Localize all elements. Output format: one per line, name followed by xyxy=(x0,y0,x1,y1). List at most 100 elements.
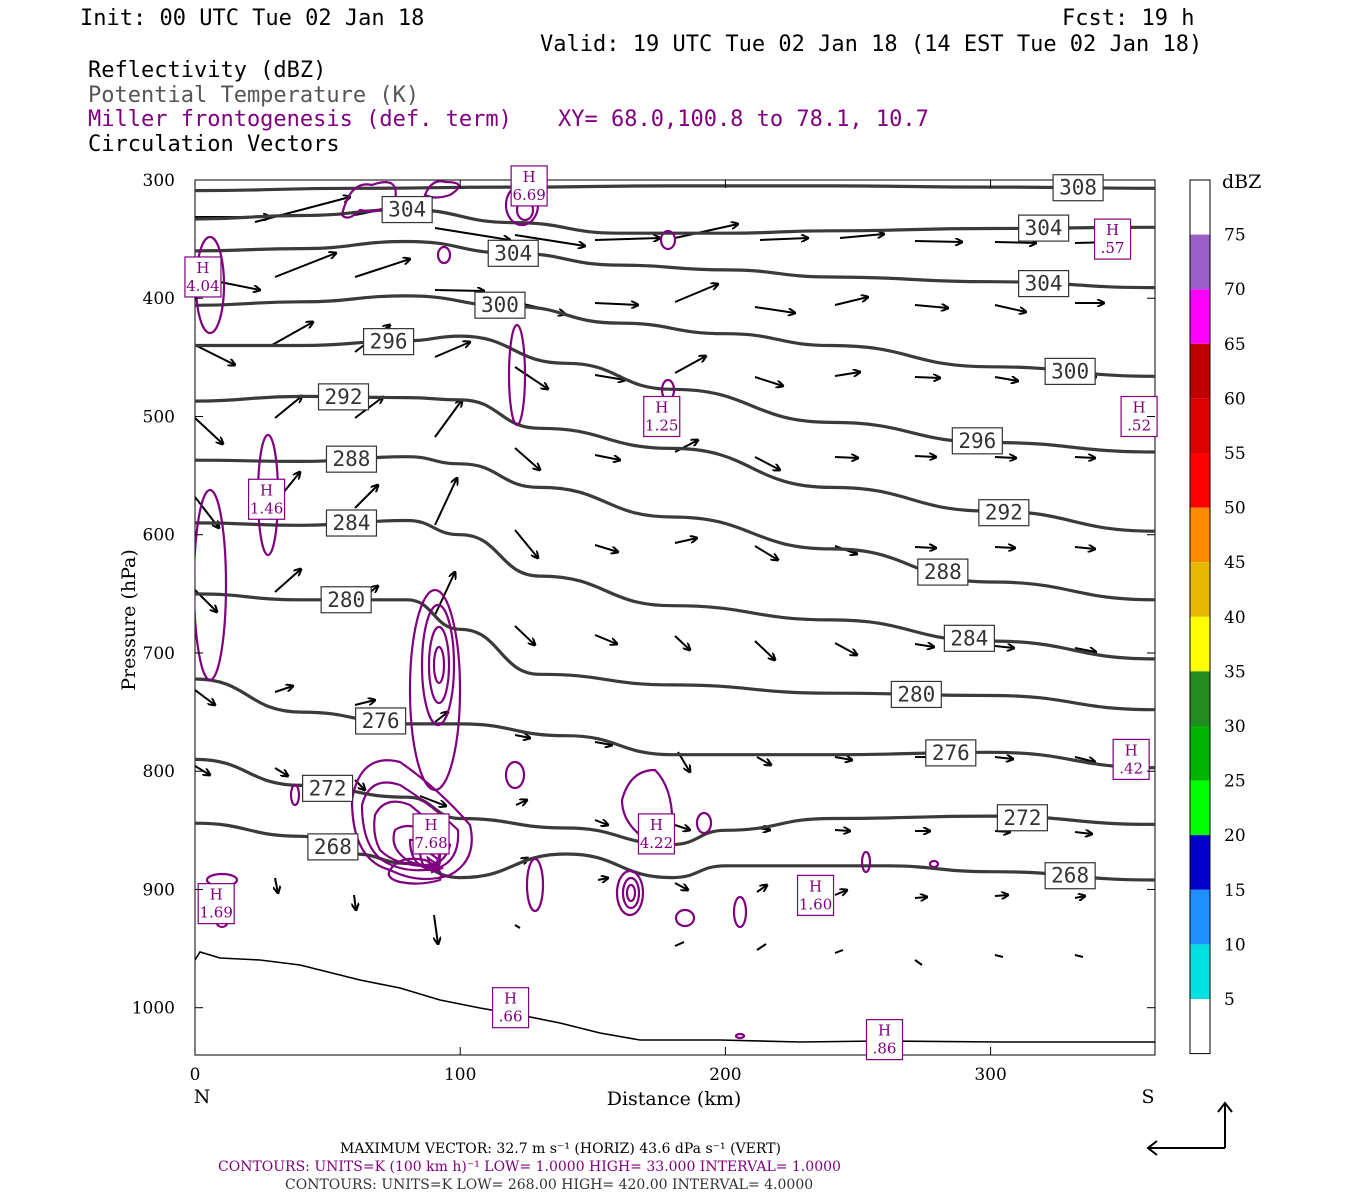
svg-text:304: 304 xyxy=(388,198,426,222)
svg-text:280: 280 xyxy=(327,588,365,612)
colorbar-swatch xyxy=(1190,780,1210,836)
frontogenesis-max-label: H4.04 xyxy=(184,256,222,298)
svg-text:1.60: 1.60 xyxy=(799,895,832,913)
colorbar-swatch xyxy=(1190,289,1210,344)
svg-text:1.69: 1.69 xyxy=(200,904,233,922)
pressure-tick-label: 500 xyxy=(143,407,175,427)
theta-label-300: 300 xyxy=(474,291,526,319)
colorbar-label: 60 xyxy=(1224,389,1246,409)
cross-section-endpoints: XY= 68.0,100.8 to 78.1, 10.7 xyxy=(558,107,929,132)
colorbar-swatch xyxy=(1190,234,1210,290)
svg-text:300: 300 xyxy=(1051,359,1089,383)
svg-text:304: 304 xyxy=(494,241,532,265)
frontogenesis-max-label: H1.60 xyxy=(796,874,835,916)
theta-label-268: 268 xyxy=(307,833,359,861)
frontogenesis-max-label: H6.69 xyxy=(510,165,548,207)
theta-label-292: 292 xyxy=(317,383,370,411)
colorbar-swatch xyxy=(1190,889,1210,945)
svg-text:.57: .57 xyxy=(1101,239,1125,257)
frontogenesis-max-label: H.57 xyxy=(1093,218,1132,260)
pressure-tick-label: 700 xyxy=(143,644,175,664)
colorbar-label: 50 xyxy=(1224,499,1246,519)
init-time: Init: 00 UTC Tue 02 Jan 18 xyxy=(80,6,424,31)
theta-label-304: 304 xyxy=(1018,269,1070,298)
colorbar-swatch xyxy=(1190,726,1210,781)
pressure-tick-label: 800 xyxy=(143,762,175,782)
frontogenesis-maxima: H4.04H6.69H.57H1.25H.52H1.46H7.68H4.22H.… xyxy=(184,165,1158,1061)
svg-text:280: 280 xyxy=(897,682,935,706)
svg-text:7.68: 7.68 xyxy=(414,834,447,852)
theta-label-272: 272 xyxy=(996,804,1049,832)
frontogenesis-max-label: H.86 xyxy=(865,1019,904,1061)
reference-vector xyxy=(1146,1101,1233,1156)
colorbar-label: 25 xyxy=(1224,772,1246,792)
distance-tick-label: 300 xyxy=(974,1065,1006,1085)
svg-text:296: 296 xyxy=(958,429,996,453)
svg-text:H: H xyxy=(210,886,223,904)
colorbar-label: 70 xyxy=(1224,280,1246,300)
theta-label-288: 288 xyxy=(325,445,378,473)
theta-contour-info: CONTOURS: UNITS=K LOW= 268.00 HIGH= 420.… xyxy=(285,1177,813,1193)
colorbar-swatch xyxy=(1190,671,1210,726)
colorbar-label: 20 xyxy=(1224,826,1246,846)
svg-text:H: H xyxy=(650,816,663,834)
svg-text:268: 268 xyxy=(1051,864,1089,888)
colorbar-swatch xyxy=(1190,616,1210,672)
distance-tick-label: 200 xyxy=(709,1065,741,1085)
colorbar-swatch xyxy=(1190,453,1210,508)
colorbar-swatch xyxy=(1190,343,1210,399)
colorbar-swatch xyxy=(1190,835,1210,890)
svg-text:288: 288 xyxy=(924,560,962,584)
svg-text:.52: .52 xyxy=(1127,416,1151,434)
svg-text:.42: .42 xyxy=(1119,759,1143,777)
svg-text:4.22: 4.22 xyxy=(640,834,673,852)
svg-text:272: 272 xyxy=(1003,806,1041,830)
frontogenesis-max-label: H.52 xyxy=(1120,395,1158,438)
svg-text:304: 304 xyxy=(1025,216,1063,240)
frontogenesis-max-label: H.42 xyxy=(1112,738,1150,780)
forecast-hour: Fcst: 19 h xyxy=(1062,6,1194,31)
svg-text:.66: .66 xyxy=(499,1008,523,1026)
theta-label-296: 296 xyxy=(362,328,415,356)
svg-text:H: H xyxy=(424,816,437,834)
svg-text:.86: .86 xyxy=(873,1040,897,1058)
theta-label-268: 268 xyxy=(1044,862,1096,890)
svg-text:1.46: 1.46 xyxy=(250,499,283,517)
pressure-tick-label: 400 xyxy=(143,289,175,309)
pressure-tick-label: 900 xyxy=(143,880,175,900)
valid-time: Valid: 19 UTC Tue 02 Jan 18 (14 EST Tue … xyxy=(540,32,1202,57)
svg-text:284: 284 xyxy=(332,511,370,535)
north-end-label: N xyxy=(194,1086,211,1108)
colorbar-swatch xyxy=(1190,999,1210,1054)
svg-text:296: 296 xyxy=(370,330,408,354)
field-potential-temperature: Potential Temperature (K) xyxy=(88,83,419,108)
colorbar-swatch xyxy=(1190,398,1210,453)
theta-label-304: 304 xyxy=(381,195,433,224)
colorbar-label: 65 xyxy=(1224,335,1246,355)
theta-label-304: 304 xyxy=(1018,214,1070,242)
frontogenesis-max-label: H1.25 xyxy=(643,395,681,438)
theta-label-308: 308 xyxy=(1052,174,1104,202)
distance-tick-label: 0 xyxy=(190,1065,201,1085)
field-reflectivity: Reflectivity (dBZ) xyxy=(88,58,326,83)
pressure-tick-label: 600 xyxy=(143,526,175,546)
frontogenesis-max-label: H7.68 xyxy=(412,813,450,855)
svg-text:300: 300 xyxy=(481,293,519,317)
pressure-tick-label: 1000 xyxy=(132,999,175,1019)
svg-text:292: 292 xyxy=(985,501,1023,525)
colorbar-label: 75 xyxy=(1224,226,1246,246)
svg-text:268: 268 xyxy=(314,835,352,859)
svg-text:H: H xyxy=(504,990,517,1008)
svg-text:304: 304 xyxy=(1025,272,1063,296)
field-frontogenesis: Miller frontogenesis (def. term) xyxy=(88,107,512,132)
pressure-axis-ticks: 300 400 500 600 700 800 900 1000 xyxy=(132,171,1155,1019)
svg-text:1.25: 1.25 xyxy=(645,416,678,434)
distance-tick-label: 100 xyxy=(444,1065,476,1085)
colorbar-title: dBZ xyxy=(1222,171,1261,193)
svg-text:284: 284 xyxy=(950,626,988,650)
frontogenesis-contours xyxy=(195,180,940,1040)
theta-label-284: 284 xyxy=(943,624,995,652)
colorbar-swatch xyxy=(1190,944,1210,999)
reflectivity-colorbar: 75 70 65 60 55 50 45 40 35 30 25 20 15 10 5 xyxy=(1189,179,1246,1055)
